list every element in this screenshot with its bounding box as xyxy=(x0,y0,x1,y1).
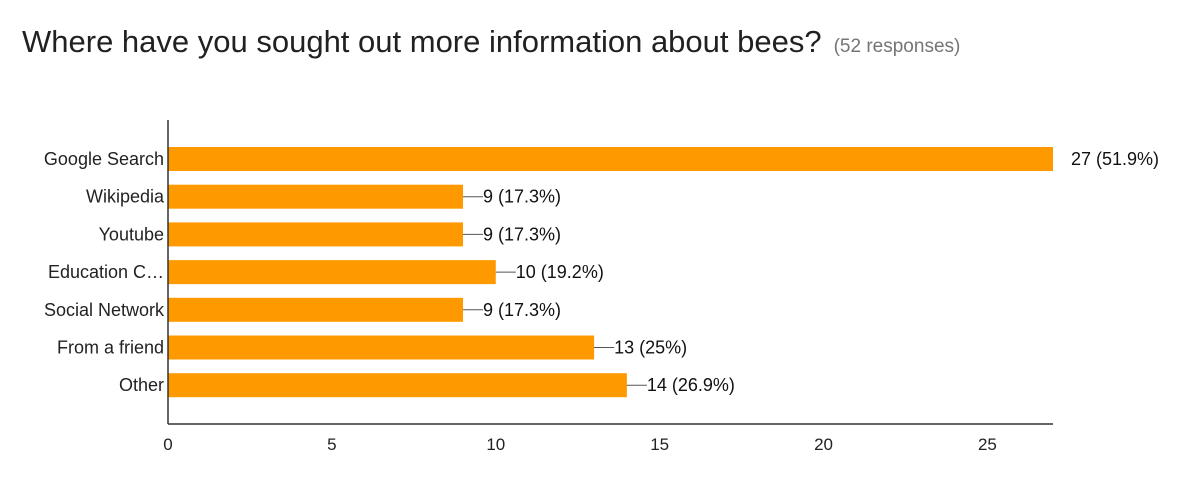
x-tick-label: 15 xyxy=(650,435,669,454)
category-labels-group: Google Search Wikipedia Youtube Education C… xyxy=(44,149,165,395)
data-label: 10 (19.2%) xyxy=(516,262,604,282)
category-label: Education C… xyxy=(48,262,164,282)
data-label: 27 (51.9%) xyxy=(1071,149,1159,169)
data-label: 9 (17.3%) xyxy=(483,300,561,320)
category-label: Wikipedia xyxy=(86,187,165,207)
bar xyxy=(168,222,463,247)
bar xyxy=(168,335,595,360)
x-tick-label: 5 xyxy=(327,435,336,454)
category-label: Social Network xyxy=(44,300,165,320)
bar xyxy=(168,260,496,285)
x-axis-ticks-group: 0 5 10 15 20 25 xyxy=(163,435,997,454)
bar xyxy=(168,147,1053,171)
x-tick-label: 10 xyxy=(486,435,505,454)
category-label: From a friend xyxy=(57,338,164,358)
x-tick-label: 0 xyxy=(163,435,172,454)
x-tick-label: 25 xyxy=(978,435,997,454)
bar xyxy=(168,297,463,322)
x-tick-label: 20 xyxy=(814,435,833,454)
data-label: 14 (26.9%) xyxy=(647,375,735,395)
bars-group xyxy=(168,147,1053,398)
chart-header: Where have you sought out more informati… xyxy=(22,24,960,60)
category-label: Youtube xyxy=(99,224,164,244)
data-labels-group: 27 (51.9%) 9 (17.3%) 9 (17.3%) 10 (19.2%) 9 … xyxy=(483,149,1159,395)
category-label: Google Search xyxy=(44,149,164,169)
response-count: (52 responses) xyxy=(833,36,961,57)
category-label: Other xyxy=(119,375,164,395)
data-label: 9 (17.3%) xyxy=(483,187,561,207)
data-label: 9 (17.3%) xyxy=(483,224,561,244)
bar xyxy=(168,184,463,209)
label-connectors-group xyxy=(463,196,647,386)
data-label: 13 (25%) xyxy=(614,338,687,358)
chart-title: Where have you sought out more informati… xyxy=(22,24,822,59)
bar xyxy=(168,373,627,398)
